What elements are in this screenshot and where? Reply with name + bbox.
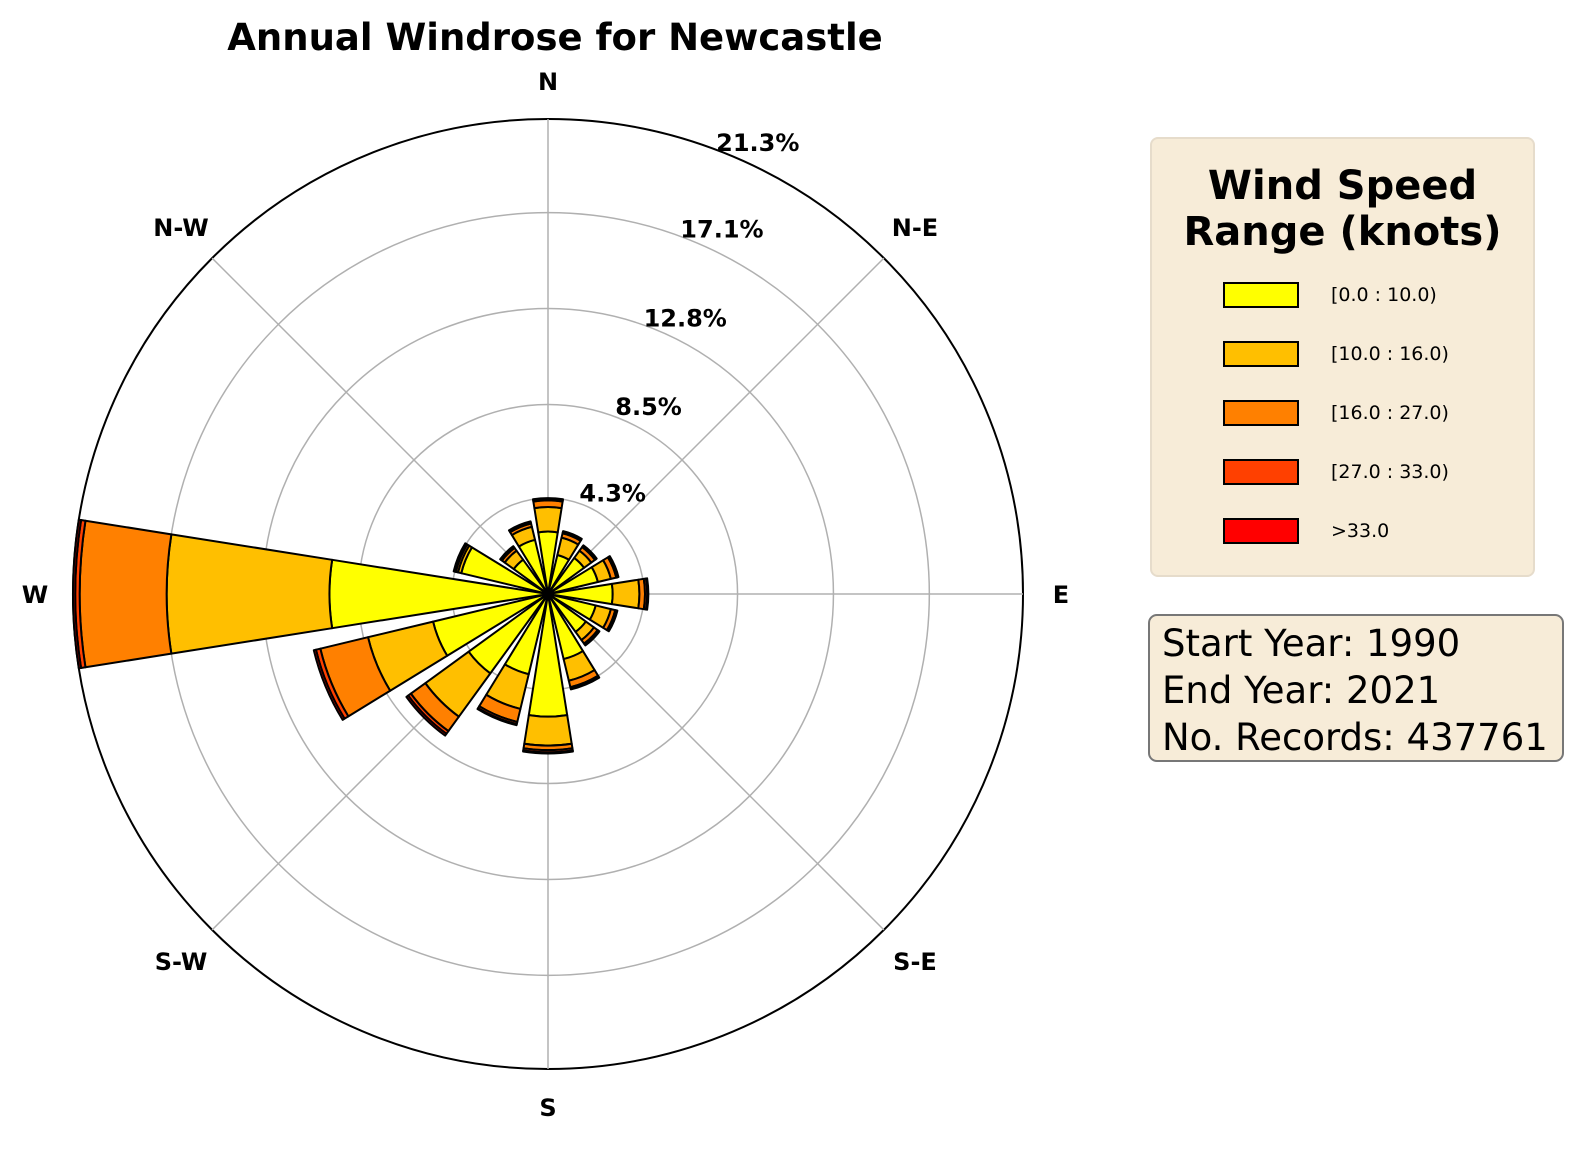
wind-bar-segment — [312, 648, 346, 721]
compass-label: N — [538, 68, 558, 96]
legend-item: >33.0 — [1223, 518, 1523, 548]
compass-label: S-W — [155, 948, 208, 976]
legend-swatch — [1223, 459, 1299, 485]
compass-label: S-E — [893, 948, 937, 976]
wind-bar-segment — [581, 544, 598, 561]
legend-title: Wind Speed Range (knots) — [1152, 163, 1533, 255]
radial-tick-label: 8.5% — [615, 393, 682, 421]
wind-bar-segment — [452, 542, 468, 573]
wind-bar-segment — [606, 609, 619, 633]
legend-swatch — [1223, 400, 1299, 426]
wind-bar-segment — [522, 749, 574, 755]
radial-tick-labels: 4.3% 8.5% 12.8% 17.1% 21.3% — [579, 129, 799, 507]
wind-bar-segment — [507, 520, 532, 533]
wind-bar-segment — [610, 578, 641, 610]
start-year-text: Start Year: 1990 — [1162, 622, 1461, 665]
legend-label: [27.0 : 33.0) — [1331, 461, 1449, 483]
wind-bar-segment — [476, 707, 518, 727]
grid-spoke — [547, 593, 885, 931]
legend: Wind Speed Range (knots) [0.0 : 10.0) [1… — [1150, 137, 1535, 577]
radial-tick-label: 17.1% — [680, 216, 763, 244]
compass-label: N-W — [153, 214, 208, 242]
radial-tick-label: 21.3% — [716, 129, 799, 157]
radial-tick-label: 4.3% — [579, 479, 646, 507]
compass-label: N-E — [892, 214, 938, 242]
wind-bar-segment — [569, 675, 601, 691]
grid-spoke — [547, 257, 885, 595]
chart-title: Annual Windrose for Newcastle — [227, 16, 882, 59]
legend-swatch — [1223, 282, 1299, 308]
compass-label: W — [22, 581, 48, 609]
wind-bar-segment — [583, 629, 601, 647]
wind-bar-segment — [531, 497, 565, 502]
legend-label: [16.0 : 27.0) — [1331, 402, 1449, 424]
wind-bar-segment — [499, 545, 515, 561]
wind-bars — [72, 497, 650, 755]
legend-label: [10.0 : 16.0) — [1331, 343, 1449, 365]
wind-bar-segment — [72, 518, 83, 670]
wind-bar-segment — [523, 714, 573, 747]
legend-swatch — [1223, 341, 1299, 367]
wind-bar-segment — [645, 577, 650, 611]
radial-tick-label: 12.8% — [644, 304, 727, 332]
wind-bar-segment — [607, 555, 620, 579]
grid-spoke — [211, 257, 549, 595]
wind-bar-segment — [533, 506, 563, 534]
compass-labels: N N-E E S-E S S-W W N-W — [22, 68, 1069, 1122]
legend-label: >33.0 — [1331, 520, 1390, 542]
legend-item: [0.0 : 10.0) — [1223, 282, 1523, 312]
wind-bar-segment — [78, 519, 173, 669]
legend-item: [10.0 : 16.0) — [1223, 341, 1523, 371]
legend-item: [16.0 : 27.0) — [1223, 400, 1523, 430]
legend-item: [27.0 : 33.0) — [1223, 459, 1523, 489]
compass-label: E — [1053, 581, 1069, 609]
legend-title-line1: Wind Speed — [1207, 163, 1478, 209]
compass-label: S — [539, 1094, 556, 1122]
end-year-text: End Year: 2021 — [1162, 669, 1441, 712]
legend-swatch — [1223, 518, 1299, 544]
wind-bar-segment — [561, 530, 583, 541]
record-info-box: Start Year: 1990 End Year: 2021 No. Reco… — [1148, 614, 1564, 762]
legend-label: [0.0 : 10.0) — [1331, 284, 1437, 306]
legend-title-line2: Range (knots) — [1183, 209, 1502, 255]
wind-bar-segment — [165, 533, 334, 655]
wind-bar-segment — [405, 694, 448, 737]
records-count-text: No. Records: 437761 — [1162, 716, 1548, 759]
